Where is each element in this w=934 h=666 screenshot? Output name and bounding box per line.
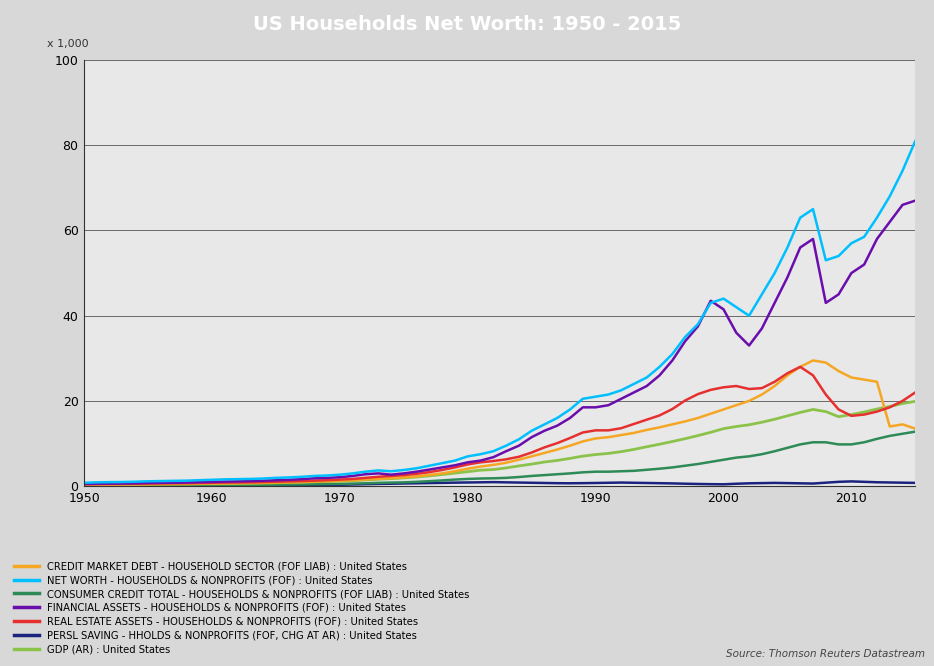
GDP (AR) : United States: (2.01e+03, 16.8): United States: (2.01e+03, 16.8) — [846, 410, 857, 418]
REAL ESTATE ASSETS - HOUSEHOLDS & NONPROFITS (FOF) : United States: (1.95e+03, 0.5): United States: (1.95e+03, 0.5) — [78, 480, 90, 488]
CONSUMER CREDIT TOTAL - HOUSEHOLDS & NONPROFITS (FOF LIAB) : United States: (1.96e+03, 0.22): United States: (1.96e+03, 0.22) — [206, 482, 218, 490]
PERSL SAVING - HHOLDS & NONPROFITS (FOF, CHG AT AR) : United States: (1.97e+03, 0.34): United States: (1.97e+03, 0.34) — [334, 481, 346, 489]
REAL ESTATE ASSETS - HOUSEHOLDS & NONPROFITS (FOF) : United States: (1.96e+03, 0.62): United States: (1.96e+03, 0.62) — [142, 480, 153, 488]
CREDIT MARKET DEBT - HOUSEHOLD SECTOR (FOF LIAB) : United States: (1.98e+03, 3): United States: (1.98e+03, 3) — [436, 470, 447, 478]
PERSL SAVING - HHOLDS & NONPROFITS (FOF, CHG AT AR) : United States: (1.97e+03, 0.24): United States: (1.97e+03, 0.24) — [283, 481, 294, 489]
GDP (AR) : United States: (1.97e+03, 1.18): United States: (1.97e+03, 1.18) — [334, 477, 346, 485]
CREDIT MARKET DEBT - HOUSEHOLD SECTOR (FOF LIAB) : United States: (2.01e+03, 29.5): United States: (2.01e+03, 29.5) — [807, 356, 818, 364]
GDP (AR) : United States: (2e+03, 14): United States: (2e+03, 14) — [730, 422, 742, 430]
CREDIT MARKET DEBT - HOUSEHOLD SECTOR (FOF LIAB) : United States: (2e+03, 19): United States: (2e+03, 19) — [730, 401, 742, 409]
PERSL SAVING - HHOLDS & NONPROFITS (FOF, CHG AT AR) : United States: (1.98e+03, 0.78): United States: (1.98e+03, 0.78) — [436, 479, 447, 487]
REAL ESTATE ASSETS - HOUSEHOLDS & NONPROFITS (FOF) : United States: (2e+03, 23.5): United States: (2e+03, 23.5) — [730, 382, 742, 390]
REAL ESTATE ASSETS - HOUSEHOLDS & NONPROFITS (FOF) : United States: (2.01e+03, 28): United States: (2.01e+03, 28) — [795, 363, 806, 371]
FINANCIAL ASSETS - HOUSEHOLDS & NONPROFITS (FOF) : United States: (2.01e+03, 50): United States: (2.01e+03, 50) — [846, 269, 857, 277]
PERSL SAVING - HHOLDS & NONPROFITS (FOF, CHG AT AR) : United States: (1.95e+03, 0.08): United States: (1.95e+03, 0.08) — [78, 482, 90, 490]
Line: CREDIT MARKET DEBT - HOUSEHOLD SECTOR (FOF LIAB) : United States: CREDIT MARKET DEBT - HOUSEHOLD SECTOR (F… — [84, 360, 915, 485]
GDP (AR) : United States: (1.98e+03, 2.73): United States: (1.98e+03, 2.73) — [436, 471, 447, 479]
CONSUMER CREDIT TOTAL - HOUSEHOLDS & NONPROFITS (FOF LIAB) : United States: (2e+03, 6.7): United States: (2e+03, 6.7) — [730, 454, 742, 462]
FINANCIAL ASSETS - HOUSEHOLDS & NONPROFITS (FOF) : United States: (1.96e+03, 1): United States: (1.96e+03, 1) — [206, 478, 218, 486]
GDP (AR) : United States: (2.02e+03, 19.9): United States: (2.02e+03, 19.9) — [910, 398, 921, 406]
CONSUMER CREDIT TOTAL - HOUSEHOLDS & NONPROFITS (FOF LIAB) : United States: (1.97e+03, 0.38): United States: (1.97e+03, 0.38) — [283, 481, 294, 489]
CONSUMER CREDIT TOTAL - HOUSEHOLDS & NONPROFITS (FOF LIAB) : United States: (2.02e+03, 12.8): United States: (2.02e+03, 12.8) — [910, 428, 921, 436]
NET WORTH - HOUSEHOLDS & NONPROFITS (FOF) : United States: (2e+03, 42): United States: (2e+03, 42) — [730, 303, 742, 311]
FINANCIAL ASSETS - HOUSEHOLDS & NONPROFITS (FOF) : United States: (1.95e+03, 0.5): United States: (1.95e+03, 0.5) — [78, 480, 90, 488]
GDP (AR) : United States: (1.96e+03, 0.57): United States: (1.96e+03, 0.57) — [206, 480, 218, 488]
PERSL SAVING - HHOLDS & NONPROFITS (FOF, CHG AT AR) : United States: (2.02e+03, 0.77): United States: (2.02e+03, 0.77) — [910, 479, 921, 487]
NET WORTH - HOUSEHOLDS & NONPROFITS (FOF) : United States: (1.95e+03, 0.8): United States: (1.95e+03, 0.8) — [78, 479, 90, 487]
CONSUMER CREDIT TOTAL - HOUSEHOLDS & NONPROFITS (FOF LIAB) : United States: (1.98e+03, 1.35): United States: (1.98e+03, 1.35) — [436, 476, 447, 484]
FINANCIAL ASSETS - HOUSEHOLDS & NONPROFITS (FOF) : United States: (1.98e+03, 4.4): United States: (1.98e+03, 4.4) — [436, 464, 447, 472]
Line: REAL ESTATE ASSETS - HOUSEHOLDS & NONPROFITS (FOF) : United States: REAL ESTATE ASSETS - HOUSEHOLDS & NONPRO… — [84, 367, 915, 484]
FINANCIAL ASSETS - HOUSEHOLDS & NONPROFITS (FOF) : United States: (1.97e+03, 1.5): United States: (1.97e+03, 1.5) — [283, 476, 294, 484]
CREDIT MARKET DEBT - HOUSEHOLD SECTOR (FOF LIAB) : United States: (1.97e+03, 0.9): United States: (1.97e+03, 0.9) — [283, 478, 294, 486]
PERSL SAVING - HHOLDS & NONPROFITS (FOF, CHG AT AR) : United States: (1.96e+03, 0.11): United States: (1.96e+03, 0.11) — [142, 482, 153, 490]
Text: Source: Thomson Reuters Datastream: Source: Thomson Reuters Datastream — [726, 649, 925, 659]
CONSUMER CREDIT TOTAL - HOUSEHOLDS & NONPROFITS (FOF LIAB) : United States: (1.95e+03, 0.1): United States: (1.95e+03, 0.1) — [78, 482, 90, 490]
CONSUMER CREDIT TOTAL - HOUSEHOLDS & NONPROFITS (FOF LIAB) : United States: (1.97e+03, 0.54): United States: (1.97e+03, 0.54) — [334, 480, 346, 488]
CREDIT MARKET DEBT - HOUSEHOLD SECTOR (FOF LIAB) : United States: (1.96e+03, 0.44): United States: (1.96e+03, 0.44) — [142, 480, 153, 488]
PERSL SAVING - HHOLDS & NONPROFITS (FOF, CHG AT AR) : United States: (2.01e+03, 1.02): United States: (2.01e+03, 1.02) — [858, 478, 870, 486]
REAL ESTATE ASSETS - HOUSEHOLDS & NONPROFITS (FOF) : United States: (2.02e+03, 22): United States: (2.02e+03, 22) — [910, 388, 921, 396]
FINANCIAL ASSETS - HOUSEHOLDS & NONPROFITS (FOF) : United States: (2.02e+03, 67): United States: (2.02e+03, 67) — [910, 196, 921, 204]
Line: CONSUMER CREDIT TOTAL - HOUSEHOLDS & NONPROFITS (FOF LIAB) : United States: CONSUMER CREDIT TOTAL - HOUSEHOLDS & NON… — [84, 432, 915, 486]
Legend: CREDIT MARKET DEBT - HOUSEHOLD SECTOR (FOF LIAB) : United States, NET WORTH - HO: CREDIT MARKET DEBT - HOUSEHOLD SECTOR (F… — [14, 561, 470, 654]
CREDIT MARKET DEBT - HOUSEHOLD SECTOR (FOF LIAB) : United States: (1.97e+03, 1.26): United States: (1.97e+03, 1.26) — [334, 477, 346, 485]
NET WORTH - HOUSEHOLDS & NONPROFITS (FOF) : United States: (1.97e+03, 2.05): United States: (1.97e+03, 2.05) — [283, 474, 294, 482]
REAL ESTATE ASSETS - HOUSEHOLDS & NONPROFITS (FOF) : United States: (1.97e+03, 1.12): United States: (1.97e+03, 1.12) — [283, 478, 294, 486]
REAL ESTATE ASSETS - HOUSEHOLDS & NONPROFITS (FOF) : United States: (2.01e+03, 16.8): United States: (2.01e+03, 16.8) — [858, 410, 870, 418]
Text: US Households Net Worth: 1950 - 2015: US Households Net Worth: 1950 - 2015 — [253, 15, 681, 35]
FINANCIAL ASSETS - HOUSEHOLDS & NONPROFITS (FOF) : United States: (1.97e+03, 2.1): United States: (1.97e+03, 2.1) — [334, 474, 346, 482]
NET WORTH - HOUSEHOLDS & NONPROFITS (FOF) : United States: (1.97e+03, 2.7): United States: (1.97e+03, 2.7) — [334, 471, 346, 479]
GDP (AR) : United States: (1.95e+03, 0.3): United States: (1.95e+03, 0.3) — [78, 481, 90, 489]
NET WORTH - HOUSEHOLDS & NONPROFITS (FOF) : United States: (1.96e+03, 1.5): United States: (1.96e+03, 1.5) — [206, 476, 218, 484]
Text: x 1,000: x 1,000 — [47, 39, 89, 49]
NET WORTH - HOUSEHOLDS & NONPROFITS (FOF) : United States: (1.98e+03, 5.4): United States: (1.98e+03, 5.4) — [436, 459, 447, 467]
FINANCIAL ASSETS - HOUSEHOLDS & NONPROFITS (FOF) : United States: (2e+03, 36): United States: (2e+03, 36) — [730, 329, 742, 337]
REAL ESTATE ASSETS - HOUSEHOLDS & NONPROFITS (FOF) : United States: (1.97e+03, 1.55): United States: (1.97e+03, 1.55) — [334, 476, 346, 484]
PERSL SAVING - HHOLDS & NONPROFITS (FOF, CHG AT AR) : United States: (2e+03, 0.57): United States: (2e+03, 0.57) — [730, 480, 742, 488]
PERSL SAVING - HHOLDS & NONPROFITS (FOF, CHG AT AR) : United States: (2.01e+03, 1.12): United States: (2.01e+03, 1.12) — [846, 478, 857, 486]
Line: FINANCIAL ASSETS - HOUSEHOLDS & NONPROFITS (FOF) : United States: FINANCIAL ASSETS - HOUSEHOLDS & NONPROFI… — [84, 200, 915, 484]
NET WORTH - HOUSEHOLDS & NONPROFITS (FOF) : United States: (2.01e+03, 57): United States: (2.01e+03, 57) — [846, 239, 857, 247]
Line: NET WORTH - HOUSEHOLDS & NONPROFITS (FOF) : United States: NET WORTH - HOUSEHOLDS & NONPROFITS (FOF… — [84, 141, 915, 483]
GDP (AR) : United States: (1.97e+03, 0.87): United States: (1.97e+03, 0.87) — [283, 478, 294, 486]
CONSUMER CREDIT TOTAL - HOUSEHOLDS & NONPROFITS (FOF LIAB) : United States: (2.01e+03, 9.8): United States: (2.01e+03, 9.8) — [846, 440, 857, 448]
CREDIT MARKET DEBT - HOUSEHOLD SECTOR (FOF LIAB) : United States: (1.95e+03, 0.3): United States: (1.95e+03, 0.3) — [78, 481, 90, 489]
Line: GDP (AR) : United States: GDP (AR) : United States — [84, 402, 915, 485]
CREDIT MARKET DEBT - HOUSEHOLD SECTOR (FOF LIAB) : United States: (2.01e+03, 25): United States: (2.01e+03, 25) — [858, 376, 870, 384]
CREDIT MARKET DEBT - HOUSEHOLD SECTOR (FOF LIAB) : United States: (2.02e+03, 13.5): United States: (2.02e+03, 13.5) — [910, 425, 921, 433]
Line: PERSL SAVING - HHOLDS & NONPROFITS (FOF, CHG AT AR) : United States: PERSL SAVING - HHOLDS & NONPROFITS (FOF,… — [84, 482, 915, 486]
NET WORTH - HOUSEHOLDS & NONPROFITS (FOF) : United States: (2.02e+03, 81): United States: (2.02e+03, 81) — [910, 137, 921, 145]
REAL ESTATE ASSETS - HOUSEHOLDS & NONPROFITS (FOF) : United States: (1.98e+03, 3.8): United States: (1.98e+03, 3.8) — [436, 466, 447, 474]
